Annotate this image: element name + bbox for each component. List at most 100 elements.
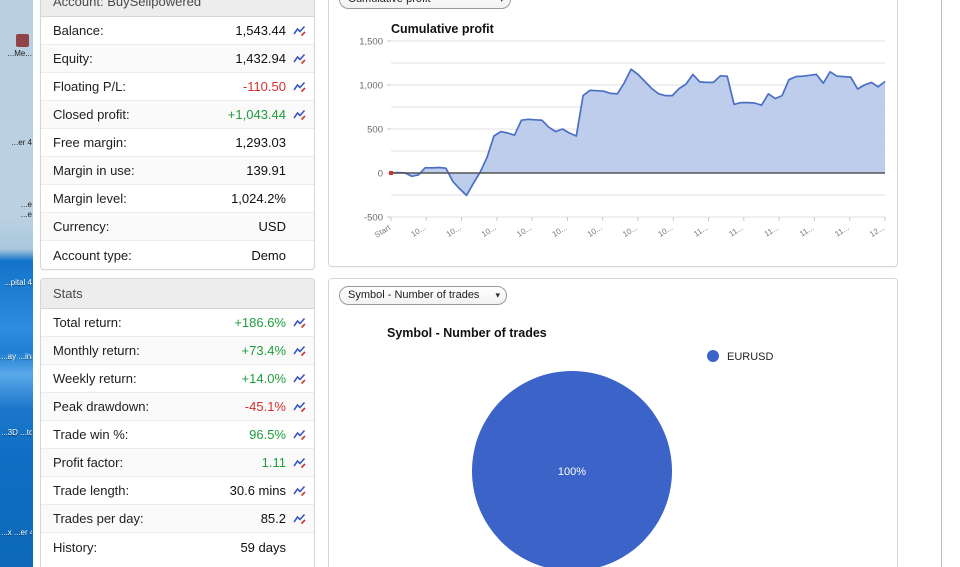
cumulative-profit-select-value: Cumulative profit	[348, 0, 431, 5]
desktop-icon-label-2: ...er 4	[11, 138, 32, 147]
sparkline-button[interactable]	[293, 485, 306, 497]
kv-right: 139.91	[246, 163, 306, 178]
kv-right: 59 days	[240, 540, 306, 555]
page-right-rule	[941, 0, 942, 567]
sparkline-icon	[293, 485, 306, 496]
sparkline-icon	[293, 513, 306, 524]
kv-value: 1,293.03	[235, 135, 286, 150]
kv-value: 59 days	[240, 539, 286, 555]
symbol-trades-select[interactable]: Symbol - Number of trades ▾	[339, 285, 507, 305]
kv-label: Trades per day:	[53, 511, 144, 526]
sparkline-icon	[293, 457, 306, 468]
kv-row: Account type: Demo	[41, 241, 314, 269]
kv-label: Peak drawdown:	[53, 399, 150, 414]
svg-text:500: 500	[367, 124, 383, 135]
symbol-trades-svg: Symbol - Number of trades 100% EURUSD	[387, 326, 774, 567]
kv-label: Monthly return:	[53, 343, 140, 358]
kv-right: +73.4%	[242, 343, 306, 358]
svg-text:10...: 10...	[621, 223, 639, 239]
sparkline-button[interactable]	[293, 25, 306, 37]
kv-row: Margin level: 1,024.2%	[41, 185, 314, 213]
kv-right: 1,432.94	[235, 51, 306, 66]
desktop-icon-label-8: ...x ...er 4	[1, 528, 32, 537]
desktop-icon-label-7: ...3D ...tor	[1, 428, 32, 437]
sparkline-button[interactable]	[293, 429, 306, 441]
kv-label: History:	[53, 539, 98, 555]
sparkline-button[interactable]	[293, 373, 306, 385]
desktop-icon-label-3: ...e	[20, 200, 32, 209]
sparkline-icon	[293, 317, 306, 328]
app-content: Account: BuySellpowered Balance: 1,543.44…	[36, 0, 960, 567]
kv-value: +1,043.44	[227, 107, 286, 122]
kv-spacer	[293, 541, 306, 553]
sparkline-button[interactable]	[293, 457, 306, 469]
cumulative-profit-select-bar: Cumulative profit ▾	[329, 0, 897, 15]
kv-row: Trade length: 30.6 mins	[41, 477, 314, 505]
sparkline-icon	[293, 25, 306, 36]
svg-text:1,500: 1,500	[359, 36, 383, 47]
svg-text:10...: 10...	[480, 223, 498, 239]
account-panel-title: Account: BuySellpowered	[41, 0, 314, 17]
desktop-icon-glyph[interactable]	[16, 34, 29, 47]
sparkline-button[interactable]	[293, 53, 306, 65]
svg-text:0: 0	[378, 168, 383, 179]
stats-rows: Total return: +186.6% Monthly return: +73.4…	[41, 309, 314, 561]
kv-right: 1,543.44	[235, 23, 306, 38]
sparkline-button[interactable]	[293, 513, 306, 525]
kv-row: Trade win %: 96.5%	[41, 421, 314, 449]
kv-label: Equity:	[53, 51, 93, 66]
sparkline-icon	[293, 401, 306, 412]
account-rows: Balance: 1,543.44 Equity: 1,432.94 Floating …	[41, 17, 314, 269]
kv-label: Balance:	[53, 23, 104, 38]
svg-text:10...: 10...	[445, 223, 463, 239]
kv-label: Margin level:	[53, 191, 127, 206]
svg-text:-500: -500	[364, 212, 383, 223]
kv-label: Floating P/L:	[53, 79, 126, 94]
svg-text:100%: 100%	[558, 466, 586, 478]
sparkline-button[interactable]	[293, 109, 306, 121]
kv-value: 30.6 mins	[229, 483, 286, 498]
kv-row: Monthly return: +73.4%	[41, 337, 314, 365]
symbol-trades-select-bar: Symbol - Number of trades ▾	[329, 279, 897, 311]
kv-row: Floating P/L: -110.50	[41, 73, 314, 101]
symbol-trades-chart: Symbol - Number of trades 100% EURUSD	[329, 311, 897, 567]
kv-right: 1,024.2%	[231, 191, 306, 206]
kv-row: Weekly return: +14.0%	[41, 365, 314, 393]
kv-value: 1,543.44	[235, 23, 286, 38]
svg-text:10...: 10...	[551, 223, 569, 239]
kv-row: Peak drawdown: -45.1%	[41, 393, 314, 421]
kv-right: 96.5%	[249, 427, 306, 442]
kv-row: Closed profit: +1,043.44	[41, 101, 314, 129]
sparkline-button[interactable]	[293, 317, 306, 329]
sparkline-button[interactable]	[293, 345, 306, 357]
kv-row: Trades per day: 85.2	[41, 505, 314, 533]
kv-row: Equity: 1,432.94	[41, 45, 314, 73]
kv-value: 1,024.2%	[231, 191, 286, 206]
kv-spacer	[293, 221, 306, 233]
stats-panel-title: Stats	[41, 279, 314, 309]
kv-label: Profit factor:	[53, 455, 124, 470]
account-panel: Account: BuySellpowered Balance: 1,543.44…	[40, 0, 315, 270]
desktop-icon-label-5: ...pital 4	[3, 278, 32, 287]
sparkline-icon	[293, 109, 306, 120]
stats-panel: Stats Total return: +186.6% Monthly return…	[40, 278, 315, 567]
sparkline-icon	[293, 81, 306, 92]
svg-text:EURUSD: EURUSD	[727, 351, 774, 363]
sparkline-button[interactable]	[293, 81, 306, 93]
symbol-trades-panel: Symbol - Number of trades ▾ Symbol - Num…	[328, 278, 898, 567]
cumulative-profit-select[interactable]: Cumulative profit ▾	[339, 0, 511, 9]
kv-row: Profit factor: 1.11	[41, 449, 314, 477]
kv-right: 30.6 mins	[230, 483, 306, 498]
kv-right: -110.50	[243, 79, 306, 94]
kv-right: Demo	[251, 248, 306, 263]
kv-right: 85.2	[261, 511, 306, 526]
kv-label: Total return:	[53, 315, 122, 330]
kv-spacer	[293, 137, 306, 149]
svg-text:11...: 11...	[692, 223, 709, 239]
sparkline-button[interactable]	[293, 401, 306, 413]
kv-row: Margin in use: 139.91	[41, 157, 314, 185]
svg-text:Start: Start	[373, 222, 393, 239]
kv-label: Free margin:	[53, 135, 127, 150]
chevron-down-icon: ▾	[495, 289, 500, 300]
kv-value: 85.2	[260, 511, 286, 526]
